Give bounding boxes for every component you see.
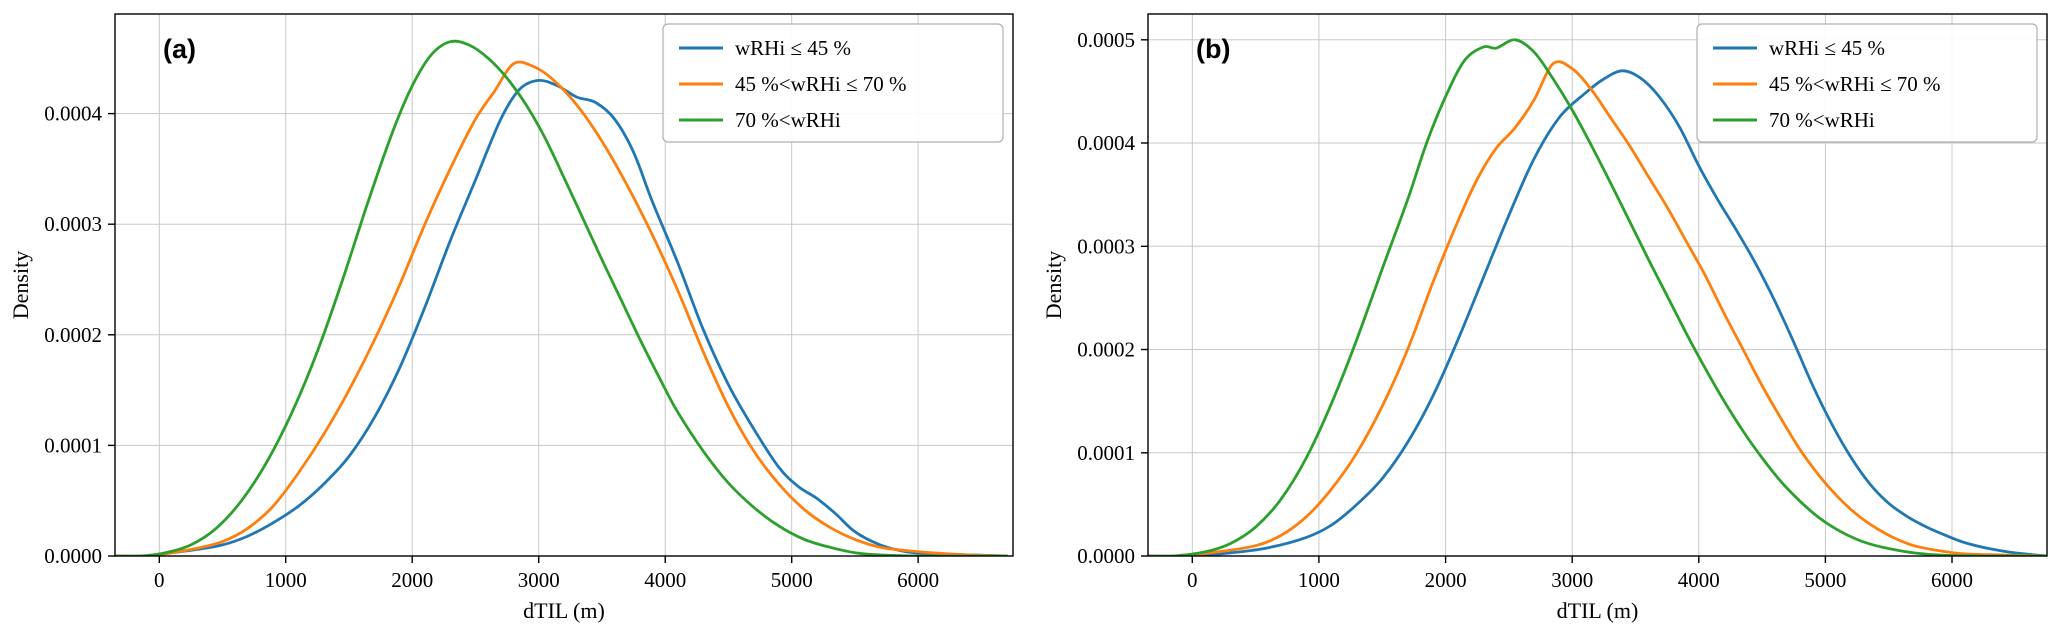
x-tick-label: 3000 xyxy=(518,568,560,592)
legend: wRHi ≤ 45 % 45 %<wRHi ≤ 70 % 70 %<wRHi xyxy=(1696,23,2038,143)
x-tick-label: 2000 xyxy=(1425,568,1467,592)
density-curve xyxy=(1148,69,2047,556)
y-tick-label: 0.0002 xyxy=(1077,338,1135,362)
tick-labels: 0 1000 2000 3000 4000 5000 6000 0.0000 0.0001 0.0… xyxy=(1077,28,1973,592)
x-tick-label: 6000 xyxy=(1931,568,1973,592)
legend-box xyxy=(662,23,1004,143)
x-axis-label: dTIL (m) xyxy=(523,598,605,623)
legend-box xyxy=(1696,23,2038,143)
x-tick-label: 0 xyxy=(154,568,165,592)
density-curve xyxy=(115,60,1009,556)
y-axis-label: Density xyxy=(1041,251,1066,319)
legend-label: wRHi ≤ 45 % xyxy=(735,36,851,60)
x-tick-label: 2000 xyxy=(391,568,433,592)
y-tick-label: 0.0004 xyxy=(44,102,102,126)
x-tick-label: 3000 xyxy=(1551,568,1593,592)
legend-label: 45 %<wRHi ≤ 70 % xyxy=(735,72,907,96)
legend-label: 70 %<wRHi xyxy=(1769,108,1875,132)
panel-label: (a) xyxy=(163,34,196,64)
tick-labels: 0 1000 2000 3000 4000 5000 6000 0.0000 0.0001 0.0… xyxy=(44,102,939,592)
y-tick-label: 0.0003 xyxy=(1077,234,1135,258)
legend-label: 45 %<wRHi ≤ 70 % xyxy=(1769,72,1941,96)
y-tick-label: 0.0001 xyxy=(44,433,102,457)
x-axis-label: dTIL (m) xyxy=(1557,598,1639,623)
x-tick-label: 4000 xyxy=(1678,568,1720,592)
panel-label: (b) xyxy=(1196,34,1230,64)
x-tick-label: 6000 xyxy=(897,568,939,592)
axes-frame xyxy=(1147,13,2048,557)
density-curve xyxy=(1148,60,2047,556)
y-tick-label: 0.0000 xyxy=(44,544,102,568)
density-curves xyxy=(1148,38,2047,556)
legend-label: wRHi ≤ 45 % xyxy=(1769,36,1885,60)
y-tick-label: 0.0004 xyxy=(1077,131,1135,155)
x-tick-label: 1000 xyxy=(265,568,307,592)
x-tick-label: 4000 xyxy=(644,568,686,592)
panel-a-density-plot: 0 1000 2000 3000 4000 5000 6000 0.0000 0.0001 0.0… xyxy=(0,0,1033,634)
density-curves xyxy=(115,39,1009,556)
y-tick-label: 0.0005 xyxy=(1077,28,1135,52)
x-tick-label: 5000 xyxy=(1804,568,1846,592)
axes-frame xyxy=(114,13,1014,557)
y-tick-label: 0.0003 xyxy=(44,212,102,236)
x-tick-label: 5000 xyxy=(771,568,813,592)
y-axis-label: Density xyxy=(8,251,33,319)
x-tick-label: 1000 xyxy=(1298,568,1340,592)
x-tick-label: 0 xyxy=(1187,568,1198,592)
tick-marks xyxy=(1141,39,1953,563)
density-curve xyxy=(115,39,1009,556)
panel-b-density-plot: 0 1000 2000 3000 4000 5000 6000 0.0000 0.0001 0.0… xyxy=(1033,0,2067,634)
tick-marks xyxy=(108,112,919,563)
y-tick-label: 0.0002 xyxy=(44,323,102,347)
legend: wRHi ≤ 45 % 45 %<wRHi ≤ 70 % 70 %<wRHi xyxy=(662,23,1004,143)
legend-label: 70 %<wRHi xyxy=(735,108,841,132)
density-curve xyxy=(1148,38,2047,556)
y-tick-label: 0.0001 xyxy=(1077,441,1135,465)
y-tick-label: 0.0000 xyxy=(1077,544,1135,568)
